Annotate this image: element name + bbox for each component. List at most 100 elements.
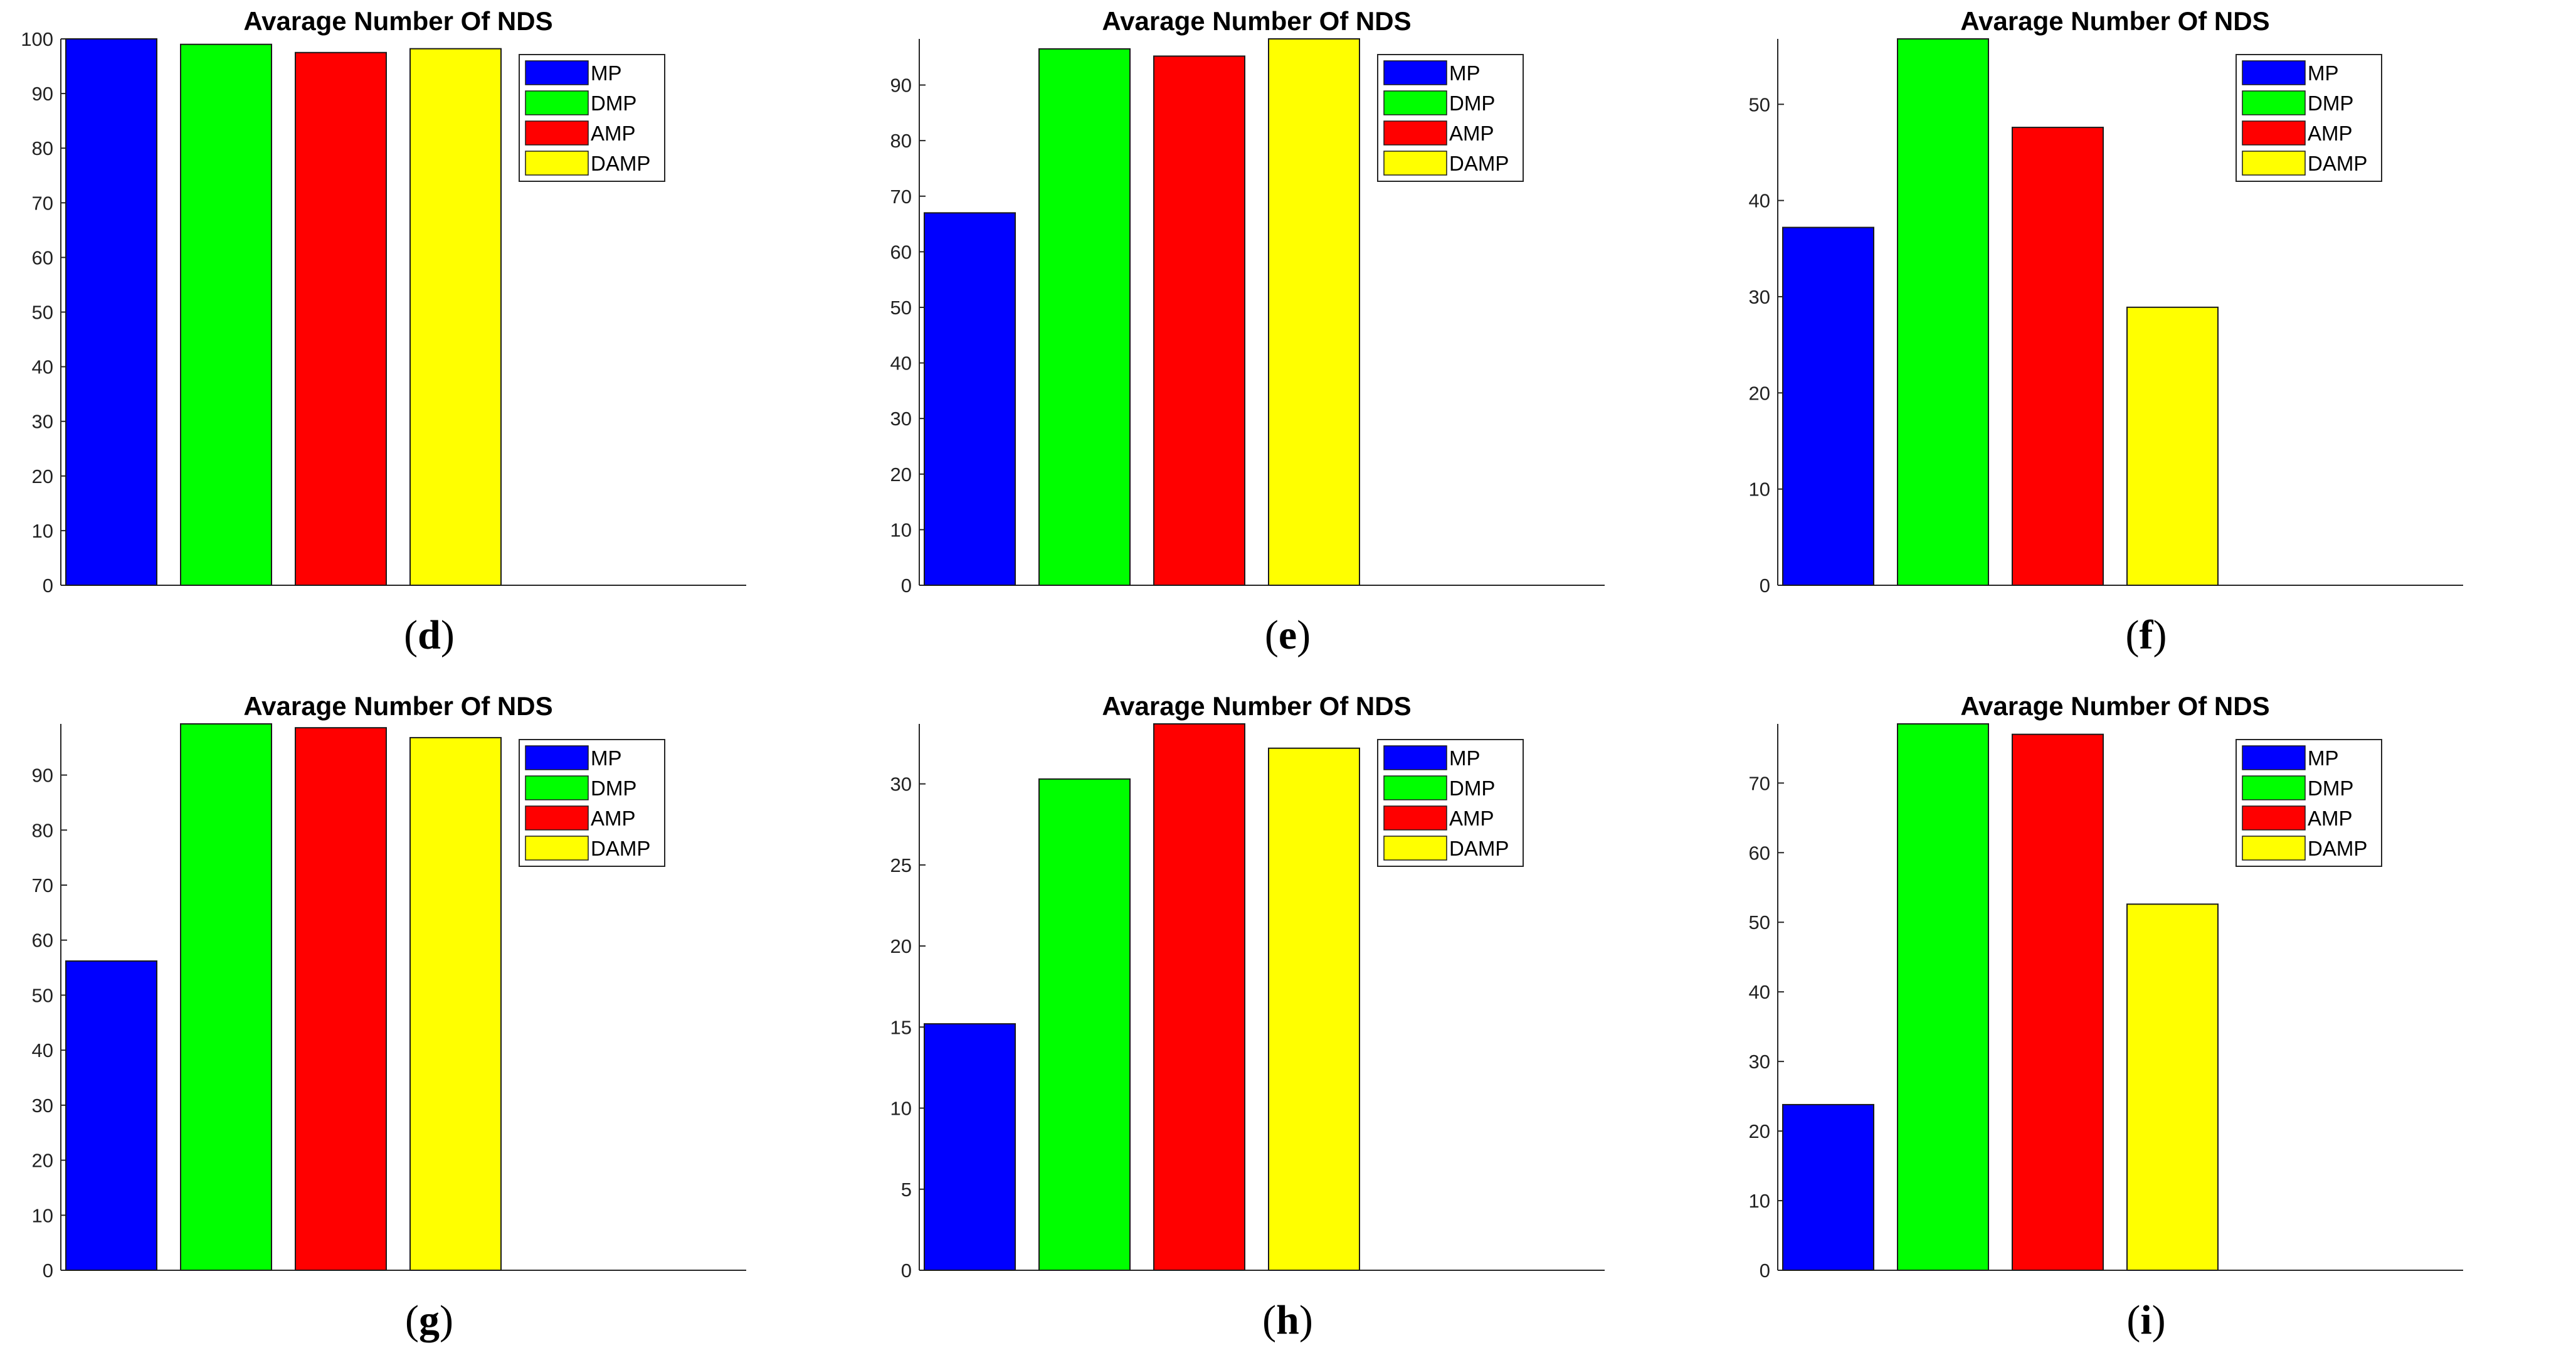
y-tick-label: 0 [901, 1260, 912, 1282]
y-tick-label: 60 [1749, 842, 1770, 864]
caption-close-paren: ) [2151, 1297, 2166, 1343]
y-tick-label: 70 [1749, 772, 1770, 794]
legend-label-amp: AMP [1449, 122, 1494, 145]
caption-open-paren: ( [2125, 612, 2140, 658]
y-tick-label: 0 [43, 1260, 53, 1282]
legend-swatch-damp [525, 151, 589, 176]
caption-close-paren: ) [440, 612, 455, 658]
bar-damp [2126, 306, 2219, 586]
y-tick-label: 90 [890, 75, 912, 97]
chart-panel-f: 0 10 20 30 40 50 Avarage Number Of NDS MP DMP AMP… [1717, 0, 2575, 685]
legend-label-amp: AMP [2308, 122, 2353, 145]
y-tick-label: 100 [21, 28, 53, 50]
y-tick-label: 70 [32, 192, 53, 214]
bar-amp [2012, 733, 2104, 1271]
legend-swatch-damp [1383, 151, 1447, 176]
chart-f: 0 10 20 30 40 50 Avarage Number Of NDS MP DMP AMP… [1749, 6, 2463, 597]
legend-label-dmp: DMP [591, 777, 636, 800]
bar-damp [1268, 747, 1360, 1271]
y-tick-label: 30 [32, 1095, 53, 1117]
y-tick-label: 40 [32, 1039, 53, 1061]
legend-label-damp: DAMP [1449, 837, 1509, 860]
bar-mp [65, 38, 157, 586]
y-tick-label: 40 [32, 356, 53, 378]
y-tick-label: 20 [32, 465, 53, 487]
chart-title: Avarage Number Of NDS [1960, 691, 2269, 721]
chart-e: 0 10 20 30 40 50 60 70 80 90 Avarage Number Of NDS… [890, 6, 1605, 597]
chart-title: Avarage Number Of NDS [243, 691, 552, 721]
y-tick-label: 10 [890, 519, 912, 541]
chart-d: 0 10 20 30 40 50 60 70 80 90 100 Avarage Number Of … [21, 6, 746, 597]
y-tick-label: 5 [901, 1179, 912, 1201]
legend-label-dmp: DMP [1449, 92, 1495, 115]
chart-panel-i: 0 10 20 30 40 50 60 70 Avarage Number Of NDS MP DM… [1717, 685, 2575, 1370]
legend-label-amp: AMP [2308, 807, 2353, 830]
y-tick-label: 70 [32, 874, 53, 896]
y-tick-label: 50 [890, 297, 912, 319]
panel-caption: (i) [1717, 1297, 2575, 1344]
y-tick-label: 0 [1760, 575, 1770, 597]
caption-open-paren: ( [2126, 1297, 2141, 1343]
legend-label-amp: AMP [1449, 807, 1494, 830]
bar-dmp [1897, 723, 1989, 1271]
y-tick-label: 80 [890, 130, 912, 152]
y-tick-label: 0 [1760, 1260, 1770, 1282]
legend-label-mp: MP [1449, 746, 1481, 770]
caption-letter: f [2139, 612, 2153, 658]
caption-close-paren: ) [2153, 612, 2167, 658]
caption-letter: e [1278, 612, 1297, 658]
chart-panel-h: 0 5 10 15 20 25 30 Avarage Number Of NDS MP DMP AM… [858, 685, 1717, 1370]
legend-label-dmp: DMP [2308, 777, 2353, 800]
chart-title: Avarage Number Of NDS [243, 6, 552, 36]
y-tick-label: 40 [890, 353, 912, 374]
bar-amp [1153, 55, 1245, 586]
y-tick-label: 25 [890, 854, 912, 876]
legend-label-damp: DAMP [591, 152, 650, 175]
panel-caption: (e) [858, 612, 1717, 659]
y-tick-label: 20 [32, 1150, 53, 1172]
legend: MP DMP AMP DAMP [1377, 739, 1524, 867]
legend-label-mp: MP [2308, 746, 2339, 770]
legend-label-mp: MP [591, 61, 622, 85]
bar-dmp [180, 723, 272, 1271]
legend-label-dmp: DMP [591, 92, 636, 115]
y-tick-label: 30 [32, 411, 53, 433]
caption-close-paren: ) [1299, 1297, 1313, 1343]
legend: MP DMP AMP DAMP [2236, 54, 2382, 182]
y-tick-label: 20 [890, 935, 912, 957]
y-tick-label: 30 [1749, 1051, 1770, 1073]
caption-open-paren: ( [405, 1297, 419, 1343]
bar-dmp [1897, 38, 1989, 586]
caption-letter: i [2140, 1297, 2152, 1343]
caption-letter: g [419, 1297, 440, 1343]
bar-mp [1782, 226, 1874, 586]
y-tick-label: 30 [890, 773, 912, 795]
y-tick-label: 50 [32, 302, 53, 324]
y-tick-label: 30 [1749, 286, 1770, 308]
y-tick-label: 50 [1749, 911, 1770, 933]
legend-swatch-amp [2242, 120, 2306, 146]
y-tick-label: 40 [1749, 190, 1770, 212]
caption-open-paren: ( [404, 612, 418, 658]
legend-label-dmp: DMP [1449, 777, 1495, 800]
y-tick-label: 20 [890, 464, 912, 486]
legend-swatch-mp [525, 745, 589, 770]
chart-i: 0 10 20 30 40 50 60 70 Avarage Number Of NDS MP DM… [1749, 691, 2463, 1282]
legend-label-damp: DAMP [2308, 152, 2367, 175]
panel-caption: (g) [0, 1297, 858, 1344]
chart-h: 0 5 10 15 20 25 30 Avarage Number Of NDS MP DMP AM… [890, 691, 1605, 1282]
caption-close-paren: ) [440, 1297, 453, 1343]
caption-letter: d [418, 612, 441, 658]
bar-dmp [1038, 48, 1131, 586]
y-tick-label: 80 [32, 137, 53, 159]
caption-letter: h [1276, 1297, 1299, 1343]
panel-caption: (h) [858, 1297, 1717, 1344]
bar-damp [409, 736, 502, 1271]
y-tick-label: 40 [1749, 981, 1770, 1003]
chart-panel-d: 0 10 20 30 40 50 60 70 80 90 100 Avarage Number Of … [0, 0, 858, 685]
legend-swatch-damp [1383, 836, 1447, 861]
legend: MP DMP AMP DAMP [1377, 54, 1524, 182]
legend-swatch-damp [2242, 836, 2306, 861]
y-tick-label: 80 [32, 819, 53, 841]
legend: MP DMP AMP DAMP [2236, 739, 2382, 867]
